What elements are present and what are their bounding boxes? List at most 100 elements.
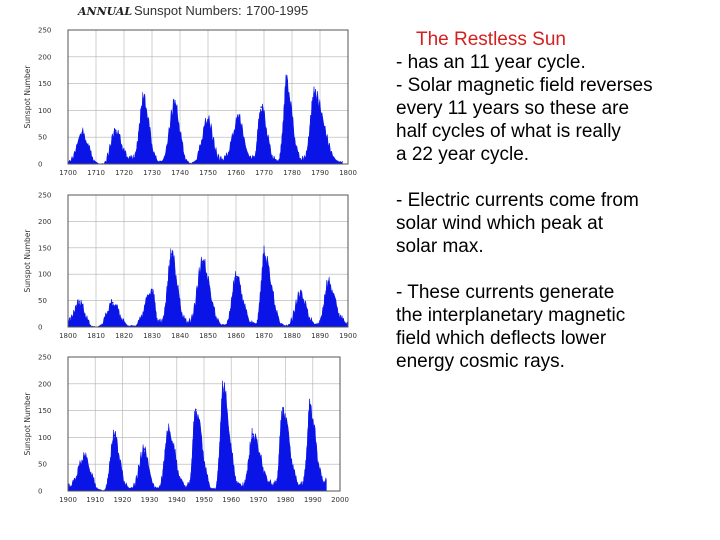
text-line: energy cosmic rays. [396, 351, 565, 372]
x-tick-label: 1900 [339, 332, 357, 340]
y-tick-label: 200 [38, 218, 51, 226]
y-axis-label: Sunspot Number [23, 65, 32, 129]
cycle-peak-point [327, 281, 330, 283]
sunspot-area-series [67, 74, 343, 165]
paragraph-field: - These currents generate the interplane… [396, 281, 718, 373]
x-tick-label: 1720 [115, 169, 133, 177]
x-tick-label: 1700 [59, 169, 77, 177]
cycle-peak-point [81, 132, 83, 134]
cycle-peak-point [113, 434, 116, 437]
text-line: field which deflects lower [396, 328, 607, 349]
x-tick-label: 1760 [227, 169, 245, 177]
x-tick-label: 1890 [311, 332, 329, 340]
cycle-peak-point [173, 103, 176, 106]
y-tick-label: 250 [38, 354, 51, 362]
x-tick-label: 1800 [339, 169, 357, 177]
plot-frame [67, 29, 349, 165]
x-tick-label: 1780 [283, 169, 301, 177]
cycle-peak-point [222, 388, 224, 390]
text-line: every 11 years so these are [396, 98, 630, 119]
cycle-peak-point [313, 92, 316, 95]
x-tick-label: 1870 [255, 332, 273, 340]
x-tick-label: 1800 [59, 332, 77, 340]
cycle-peak-point [151, 288, 153, 291]
cycle-peak-point [112, 301, 114, 304]
y-tick-label: 0 [38, 324, 42, 332]
x-tick-label: 1820 [115, 332, 133, 340]
sunspot-area-series [67, 380, 327, 492]
cycle-peak-point [309, 405, 311, 408]
cycle-peak-point [195, 408, 197, 411]
cycle-peak-point [235, 275, 237, 278]
sunspot-area-series [67, 245, 349, 328]
y-tick-label: 50 [38, 297, 47, 305]
x-tick-label: 1960 [222, 496, 240, 504]
x-tick-label: 1830 [143, 332, 161, 340]
x-tick-label: 1790 [311, 169, 329, 177]
cycle-peak-point [299, 292, 302, 295]
cycle-peak-point [238, 117, 240, 119]
cycle-peak-point [252, 433, 254, 435]
cycle-peak-point [282, 407, 284, 409]
paragraph-gap [396, 166, 718, 189]
y-tick-label: 50 [38, 134, 47, 142]
text-line: solar wind which peak at [396, 213, 603, 234]
y-tick-label: 50 [38, 461, 47, 469]
paragraph-currents: - Electric currents come from solar wind… [396, 189, 718, 258]
chart-range: 1700-1995 [246, 3, 308, 18]
x-tick-label: 1900 [59, 496, 77, 504]
y-axis-label: Sunspot Number [23, 229, 32, 293]
y-tick-label: 200 [38, 53, 51, 61]
cycle-peak-point [142, 97, 145, 100]
cycle-peak-point [260, 106, 263, 108]
cycle-peak-point [170, 253, 173, 255]
text-line: - Solar magnetic field reverses [396, 75, 653, 96]
text-panel: The Restless Sun - has an 11 year cycle.… [396, 28, 718, 373]
cycle-peak-point [114, 129, 117, 132]
x-tick-label: 1930 [141, 496, 159, 504]
y-tick-label: 200 [38, 380, 51, 388]
x-tick-label: 1770 [255, 169, 273, 177]
x-tick-label: 1850 [199, 332, 217, 340]
x-tick-label: 1990 [304, 496, 322, 504]
text-line: - These currents generate [396, 282, 615, 303]
paragraph-cycle: - has an 11 year cycle. - Solar magnetic… [396, 51, 718, 166]
x-tick-label: 1920 [113, 496, 131, 504]
x-tick-label: 1860 [227, 332, 245, 340]
cycle-peak-point [78, 300, 80, 303]
x-tick-label: 1810 [87, 332, 105, 340]
x-tick-label: 1740 [171, 169, 189, 177]
x-tick-label: 1910 [86, 496, 104, 504]
text-line: - Electric currents come from [396, 190, 639, 211]
y-tick-label: 100 [38, 107, 51, 115]
y-tick-label: 150 [38, 407, 51, 415]
cycle-peak-point [201, 260, 204, 263]
text-line: half cycles of what is really [396, 121, 621, 142]
x-tick-label: 1880 [283, 332, 301, 340]
y-tick-label: 150 [38, 80, 51, 88]
cycle-peak-point [263, 252, 265, 255]
chart-panel-3: 1900 1910 1920 1930 1940 1950 1960 1970 1980 1990… [23, 354, 349, 505]
sunspot-charts: ANNUAL Sunspot Numbers: 1700-1995 1700 17… [23, 3, 357, 505]
annual-tag: ANNUAL [77, 5, 132, 18]
x-tick-label: 1980 [277, 496, 295, 504]
x-tick-label: 2000 [331, 496, 349, 504]
x-tick-label: 1710 [87, 169, 105, 177]
y-tick-label: 0 [38, 488, 42, 496]
cycle-peak-point [83, 455, 86, 458]
x-tick-label: 1840 [171, 332, 189, 340]
x-tick-label: 1730 [143, 169, 161, 177]
y-axis-label: Sunspot Number [23, 392, 32, 456]
text-line: a 22 year cycle. [396, 144, 530, 165]
y-tick-label: 0 [38, 161, 42, 169]
y-tick-label: 150 [38, 244, 51, 252]
text-line: solar max. [396, 236, 484, 257]
panel-title: The Restless Sun [416, 29, 566, 50]
y-tick-label: 250 [38, 27, 51, 35]
chart-panels: 1700 1710 1720 1730 1740 1750 1760 1770 1780 1790… [23, 27, 357, 505]
cycle-peak-point [143, 448, 145, 450]
cycle-peak-point [167, 429, 170, 431]
x-tick-label: 1950 [195, 496, 213, 504]
chart-panel-2: 1800 1810 1820 1830 1840 1850 1860 1870 1880 1890… [23, 192, 357, 341]
y-tick-label: 100 [38, 434, 51, 442]
